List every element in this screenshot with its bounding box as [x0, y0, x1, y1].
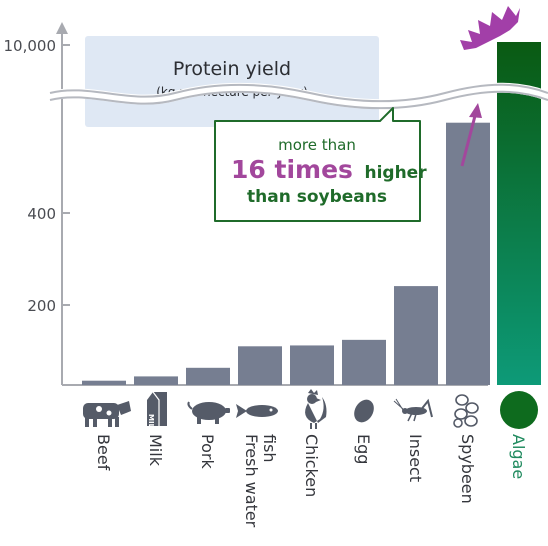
icons-row: MILK	[83, 389, 538, 434]
title-box	[85, 36, 379, 127]
annotation-line1: more than	[278, 136, 356, 154]
algae-circle-icon	[500, 391, 538, 429]
soybeans-icon	[453, 394, 479, 428]
category-label-fresh-water-fish-1: fish	[260, 434, 279, 463]
annotation-after-big: higher	[364, 163, 427, 183]
bar-spybeen	[446, 122, 490, 385]
y-tick-label-10000: 10,000	[4, 37, 57, 55]
category-labels-group: Beef Milk Pork Fresh water fish Chicken Egg Ins…	[94, 434, 528, 528]
pig-icon	[187, 401, 230, 424]
chart-title: Protein yield	[173, 58, 291, 80]
axis-break	[48, 82, 548, 110]
cricket-icon	[393, 398, 433, 422]
highlight-arrow	[460, 103, 482, 167]
milk-carton-icon: MILK	[147, 391, 167, 434]
y-tick-label-200: 200	[27, 297, 56, 315]
category-label-fresh-water-fish-0: Fresh water	[242, 434, 261, 528]
category-label-pork: Pork	[198, 434, 217, 469]
y-tick-label-400: 400	[27, 205, 56, 223]
category-label-beef: Beef	[94, 434, 113, 471]
bar-beef	[82, 380, 126, 385]
cow-icon	[83, 401, 131, 427]
annotation-line3: than soybeans	[247, 187, 387, 207]
category-label-insect: Insect	[406, 434, 425, 482]
bar-fresh-water-fish	[238, 346, 282, 385]
bar-chicken	[290, 345, 334, 385]
bar-egg	[342, 339, 386, 385]
fish-icon	[236, 404, 278, 418]
category-label-spybeen: Spybeen	[458, 434, 477, 504]
rooster-icon	[305, 389, 327, 429]
annotation-big-text: 16 times	[231, 155, 353, 184]
y-axis-arrow-icon	[56, 22, 68, 34]
bar-milk	[134, 376, 178, 385]
bar-algae	[497, 42, 541, 385]
annotation-line2: 16 times higher	[231, 155, 427, 184]
egg-icon	[354, 399, 374, 423]
burst-icon	[460, 6, 520, 50]
annotation-callout: more than 16 times higher than soybeans	[214, 107, 427, 222]
bar-pork	[186, 367, 230, 385]
category-label-algae: Algae	[509, 434, 528, 479]
category-label-egg: Egg	[354, 434, 373, 464]
category-label-chicken: Chicken	[302, 434, 321, 497]
category-label-milk: Milk	[146, 434, 165, 467]
svg-text:MILK: MILK	[147, 414, 155, 434]
bars-group	[82, 42, 541, 385]
bar-insect	[394, 286, 438, 385]
